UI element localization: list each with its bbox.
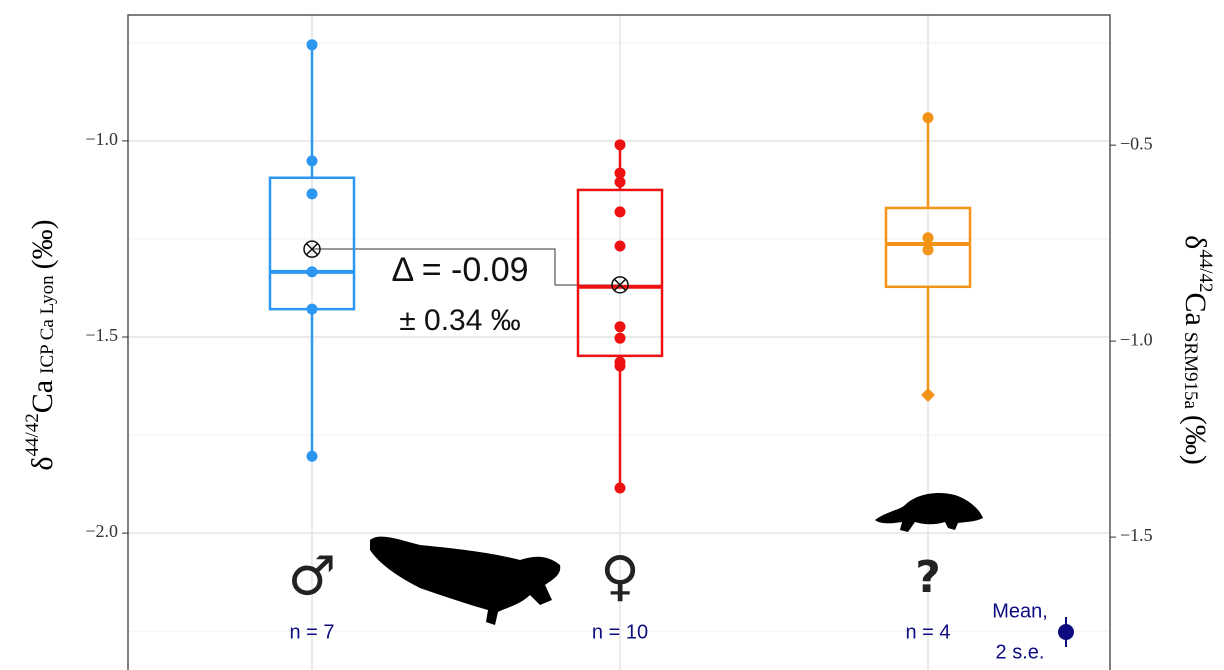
point (614, 176, 626, 188)
y2-axis-title: δ44/42Ca SRM915a (‰) (1179, 235, 1216, 465)
plot-frame (127, 14, 1111, 670)
mean-marker (611, 276, 629, 294)
n-label: n = 7 (289, 621, 334, 643)
point (306, 188, 318, 200)
point (614, 206, 626, 218)
y-axis-title-part: δ (26, 456, 59, 470)
y2-axis-title-part: δ (1179, 235, 1212, 249)
category-label: ♂ (288, 545, 336, 608)
point (614, 240, 626, 252)
n-label: n = 10 (592, 621, 648, 643)
mean-marker (303, 240, 321, 258)
y-axis-title-part: ICP Ca Lyon (37, 275, 58, 374)
outlier (921, 388, 935, 403)
legend-marker (1058, 624, 1074, 640)
point (306, 39, 318, 51)
box (576, 188, 664, 358)
legend-label: 2 s.e. (996, 641, 1045, 663)
y2-tick-label: −1.0 (1120, 329, 1153, 349)
n-label: n = 4 (905, 621, 950, 643)
annotation: Δ = -0.09 (391, 251, 528, 289)
point (922, 244, 934, 256)
annotation: ± 0.34 ‰ (399, 304, 521, 337)
y2-tick-label: −1.5 (1120, 525, 1153, 545)
y2-tick-label: −0.5 (1120, 133, 1153, 153)
y-axis-title-part: 44/42 (22, 413, 43, 456)
y-axis-title-part: Ca (26, 380, 59, 413)
y2-axis-title-part: 44/42 (1195, 249, 1216, 292)
point (306, 155, 318, 167)
category-label: ? (915, 552, 941, 603)
point (306, 450, 318, 462)
legend-label: Mean, (992, 600, 1048, 622)
y-axis-title-part: (‰) (26, 219, 59, 269)
turtle-silhouette (370, 536, 561, 625)
point (306, 303, 318, 315)
point (614, 360, 626, 372)
y-tick-label: −1.5 (85, 325, 118, 345)
point (614, 482, 626, 494)
point (614, 167, 626, 179)
y2-axis-title-part: Ca (1179, 293, 1212, 326)
point (614, 321, 626, 333)
mean-marker-cross (305, 242, 319, 256)
mean-marker-cross (613, 278, 627, 292)
point (306, 266, 318, 278)
point (922, 112, 934, 124)
turtle-silhouette (875, 493, 983, 532)
point (614, 332, 626, 344)
box (884, 206, 972, 289)
y-axis-title: δ44/42Ca ICP Ca Lyon (‰) (22, 219, 59, 470)
point (614, 139, 626, 151)
point (922, 232, 934, 244)
y2-axis-title-part: (‰) (1179, 415, 1212, 465)
category-label: ♀ (600, 545, 640, 608)
y-tick-label: −2.0 (85, 521, 118, 541)
y2-axis-title-part: SRM915a (1180, 332, 1201, 410)
y-tick-label: −1.0 (85, 129, 118, 149)
